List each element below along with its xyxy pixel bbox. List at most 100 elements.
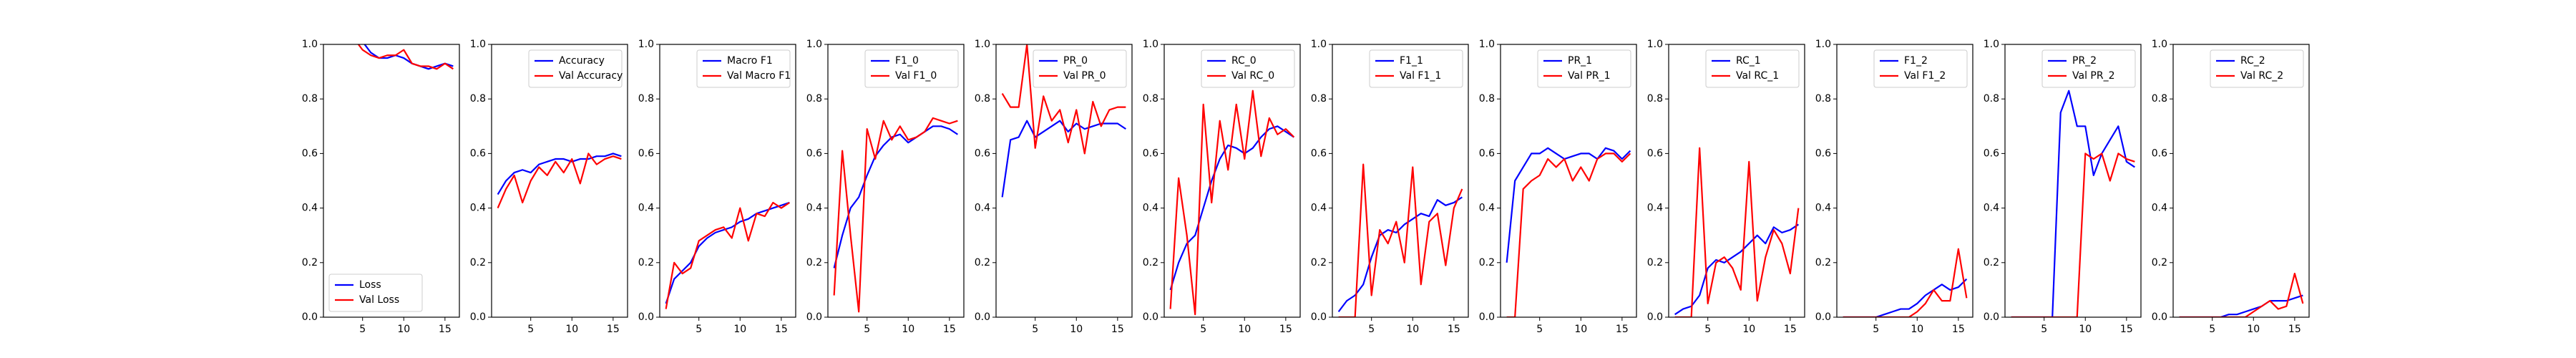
series-line bbox=[1338, 163, 1463, 317]
series-line bbox=[1001, 44, 1126, 155]
x-tick-label: 10 bbox=[1911, 324, 1923, 335]
legend-label: Val F1_2 bbox=[1904, 70, 1946, 82]
y-tick-label: 0.2 bbox=[806, 257, 822, 268]
legend-box bbox=[528, 49, 623, 88]
y-tick-label: 0.4 bbox=[638, 203, 654, 214]
x-tick-label: 10 bbox=[397, 324, 410, 335]
legend-label: Val F1_0 bbox=[895, 70, 937, 82]
legend-label: PR_1 bbox=[1568, 55, 1592, 67]
axes-frame bbox=[2004, 44, 2142, 318]
x-tick-label: 10 bbox=[733, 324, 746, 335]
series-line bbox=[2011, 90, 2135, 317]
legend-label: Val F1_1 bbox=[1400, 70, 1441, 82]
y-tick-label: 0.6 bbox=[806, 147, 822, 159]
x-tick-label: 15 bbox=[1111, 324, 1124, 335]
legend-label: Val RC_0 bbox=[1231, 70, 1274, 82]
series-line bbox=[1506, 147, 1631, 263]
x-tick-label: 15 bbox=[2120, 324, 2133, 335]
y-tick-label: 0.8 bbox=[975, 93, 990, 105]
series-line bbox=[357, 44, 454, 70]
x-tick-label: 5 bbox=[2209, 324, 2215, 335]
y-tick-label: 0.4 bbox=[470, 203, 486, 214]
y-tick-label: 1.0 bbox=[2152, 39, 2167, 50]
y-tick-label: 0.2 bbox=[1815, 257, 1831, 268]
y-tick-label: 1.0 bbox=[470, 39, 486, 50]
axes-frame bbox=[659, 44, 796, 318]
y-tick-label: 0.4 bbox=[2152, 203, 2167, 214]
series-line bbox=[1843, 248, 1968, 317]
legend-label: Val Loss bbox=[359, 294, 399, 306]
y-tick-label: 0.8 bbox=[1647, 93, 1663, 105]
legend-label: Val Macro F1 bbox=[727, 70, 791, 82]
subplot: 0.0 0.2 0.4 0.6 0.8 1.0 5 10 15 RC_0 Val RC_0 bbox=[1143, 39, 1301, 335]
x-tick-label: 5 bbox=[1032, 324, 1038, 335]
y-tick-label: 0.2 bbox=[302, 257, 318, 268]
legend-box bbox=[1201, 49, 1295, 88]
y-tick-label: 0.4 bbox=[1479, 203, 1495, 214]
legend-box bbox=[1369, 49, 1463, 88]
x-tick-label: 15 bbox=[1279, 324, 1292, 335]
y-tick-label: 0.8 bbox=[302, 93, 318, 105]
y-tick-label: 1.0 bbox=[975, 39, 990, 50]
axes-frame bbox=[2172, 44, 2310, 318]
legend-box bbox=[2041, 49, 2136, 88]
x-tick-label: 15 bbox=[943, 324, 956, 335]
subplot: 0.0 0.2 0.4 0.6 0.8 1.0 5 10 15 F1_2 Val F1_2 bbox=[1815, 39, 1974, 335]
x-tick-label: 5 bbox=[359, 324, 366, 335]
x-tick-label: 10 bbox=[2247, 324, 2260, 335]
series-line bbox=[497, 153, 622, 195]
y-tick-label: 1.0 bbox=[1984, 39, 1999, 50]
y-tick-label: 0.0 bbox=[975, 311, 990, 323]
legend-label: F1_1 bbox=[1400, 55, 1423, 67]
y-tick-label: 1.0 bbox=[302, 39, 318, 50]
y-tick-label: 1.0 bbox=[1311, 39, 1327, 50]
legend-label: RC_2 bbox=[2240, 55, 2265, 67]
y-tick-label: 0.8 bbox=[1143, 93, 1158, 105]
x-tick-label: 5 bbox=[696, 324, 702, 335]
x-tick-label: 10 bbox=[1574, 324, 1587, 335]
y-tick-label: 1.0 bbox=[806, 39, 822, 50]
legend-box bbox=[1033, 49, 1127, 88]
subplot: 0.0 0.2 0.4 0.6 0.8 1.0 5 10 15 PR_2 Val PR_2 bbox=[1984, 39, 2142, 335]
y-tick-label: 0.4 bbox=[806, 203, 822, 214]
legend-box bbox=[696, 49, 791, 88]
y-tick-label: 0.6 bbox=[975, 147, 990, 159]
axes-frame bbox=[1668, 44, 1805, 318]
y-tick-label: 0.2 bbox=[1311, 257, 1327, 268]
subplot: 0.0 0.2 0.4 0.6 0.8 1.0 5 10 15 PR_1 Val PR_1 bbox=[1479, 39, 1637, 335]
y-tick-label: 0.4 bbox=[1984, 203, 1999, 214]
y-tick-label: 0.0 bbox=[1479, 311, 1495, 323]
y-tick-label: 0.6 bbox=[638, 147, 654, 159]
y-tick-label: 0.6 bbox=[1984, 147, 1999, 159]
y-tick-label: 0.4 bbox=[1311, 203, 1327, 214]
x-tick-label: 15 bbox=[1448, 324, 1460, 335]
y-tick-label: 0.8 bbox=[1311, 93, 1327, 105]
y-tick-label: 0.4 bbox=[1815, 203, 1831, 214]
subplot: 0.0 0.2 0.4 0.6 0.8 1.0 5 10 15 F1_1 Val F1_1 bbox=[1311, 39, 1469, 335]
series-line bbox=[1337, 196, 1463, 313]
series-line bbox=[1843, 278, 1968, 317]
legend-box bbox=[864, 49, 959, 88]
subplot: 0.0 0.2 0.4 0.6 0.8 1.0 5 10 15 Accuracy Val Accur… bbox=[470, 39, 628, 335]
y-tick-label: 0.4 bbox=[975, 203, 990, 214]
series-line bbox=[497, 153, 622, 209]
y-tick-label: 0.8 bbox=[806, 93, 822, 105]
y-tick-label: 0.8 bbox=[2152, 93, 2167, 105]
subplot: 0.0 0.2 0.4 0.6 0.8 1.0 5 10 15 Macro F1 Val Macro… bbox=[638, 39, 796, 335]
legend-label: F1_2 bbox=[1904, 55, 1928, 67]
legend-label: F1_0 bbox=[895, 55, 919, 67]
x-tick-label: 5 bbox=[1704, 324, 1711, 335]
y-tick-label: 0.2 bbox=[1143, 257, 1158, 268]
y-tick-label: 1.0 bbox=[1479, 39, 1495, 50]
series-line bbox=[1674, 223, 1799, 316]
axes-frame bbox=[323, 44, 460, 318]
legend-label: Loss bbox=[359, 279, 381, 291]
axes-frame bbox=[1332, 44, 1469, 318]
legend-label: Val RC_2 bbox=[2240, 70, 2283, 82]
series-line bbox=[1506, 153, 1631, 317]
x-tick-label: 5 bbox=[1368, 324, 1375, 335]
y-tick-label: 0.0 bbox=[470, 311, 486, 323]
series-line bbox=[1674, 147, 1800, 317]
x-tick-label: 15 bbox=[439, 324, 452, 335]
